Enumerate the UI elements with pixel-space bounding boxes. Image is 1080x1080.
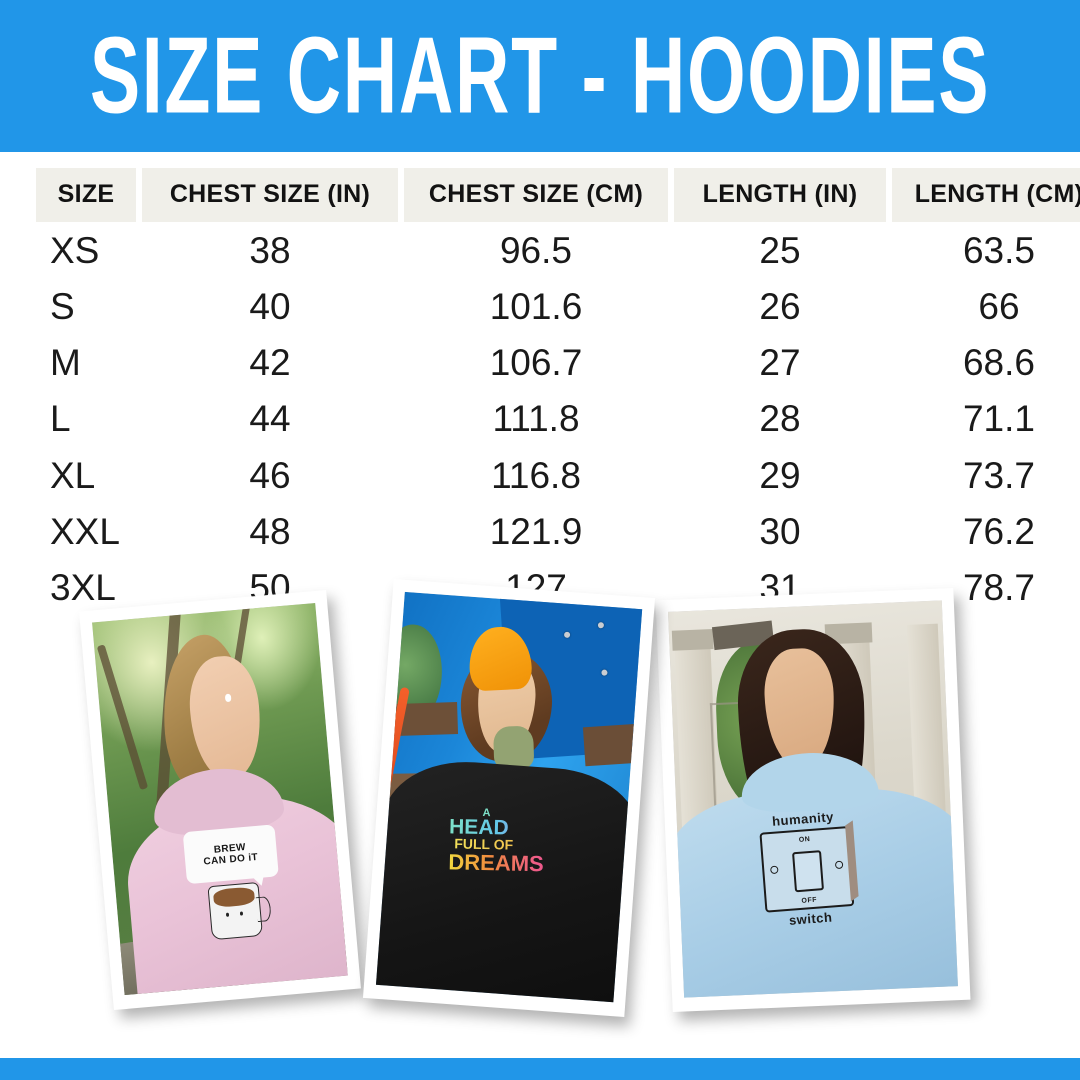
pillar-cap <box>671 629 714 651</box>
coffee-cup-icon <box>207 881 264 941</box>
print-line-2: switch <box>788 909 834 928</box>
cell-chest-in: 40 <box>249 286 291 328</box>
product-photo-pink-hoodie: BREW CAN DO iT <box>79 589 361 1011</box>
cell-chest-in: 48 <box>249 510 291 552</box>
cell-size: XXL <box>50 510 120 552</box>
cell-length-cm: 66 <box>978 286 1020 328</box>
cell-length-in: 25 <box>759 230 801 271</box>
cell-chest-in: 46 <box>249 454 291 496</box>
cell-size: S <box>50 286 75 328</box>
cell-length-cm: 76.2 <box>962 510 1035 552</box>
speech-bubble-graphic: BREW CAN DO iT <box>182 824 279 885</box>
product-photo-black-hoodie: A HEAD FULL OF DREAMS <box>362 578 656 1018</box>
cell-chest-cm: 96.5 <box>499 230 572 271</box>
turtleneck-collar <box>492 725 535 771</box>
cell-size: L <box>50 398 71 440</box>
cell-chest-cm: 116.8 <box>491 454 581 496</box>
column-header-chest-cm: CHEST SIZE (CM) <box>404 168 668 222</box>
print-line-4: DREAMS <box>448 849 586 876</box>
table-body: XS 38 96.5 25 63.5 S 40 101.6 26 66 M 42… <box>36 222 1080 615</box>
product-photo-light-blue-hoodie: humanity ON OFF switch <box>655 587 971 1013</box>
light-switch-icon: ON OFF <box>759 825 855 913</box>
product-photo-strip: BREW CAN DO iT <box>0 572 1080 1042</box>
cell-size: M <box>50 342 81 384</box>
size-chart-section: SIZE CHEST SIZE (IN) CHEST SIZE (CM) LEN… <box>0 168 1080 615</box>
table-row: XXL 48 121.9 30 76.2 <box>36 503 1080 559</box>
column-header-length-in: LENGTH (IN) <box>674 168 886 222</box>
cell-length-cm: 78.7 <box>962 566 1035 608</box>
table-row: L 44 111.8 28 71.1 <box>36 390 1080 446</box>
photo-image-pink-hoodie: BREW CAN DO iT <box>92 602 348 996</box>
cup-eye-right <box>240 911 244 916</box>
cell-length-in: 29 <box>759 454 801 496</box>
screw-icon <box>835 860 844 869</box>
cell-length-in: 27 <box>759 342 801 384</box>
table-row: M 42 106.7 27 68.6 <box>36 334 1080 390</box>
cell-chest-in: 42 <box>249 342 291 384</box>
cell-chest-in: 44 <box>249 398 291 440</box>
model-mouth <box>224 693 232 702</box>
cell-chest-cm: 121.9 <box>489 510 583 552</box>
cell-length-cm: 73.7 <box>962 454 1035 496</box>
photo-image-light-blue-hoodie: humanity ON OFF switch <box>667 600 958 998</box>
wooden-beam <box>380 702 458 737</box>
rivet-icon <box>563 631 571 638</box>
switch-toggle <box>792 849 825 893</box>
table-row: 3XL 50 127 31 78.7 <box>36 559 1080 615</box>
cell-chest-cm: 106.7 <box>489 342 583 384</box>
cell-length-cm: 68.6 <box>962 342 1035 384</box>
column-header-chest-in: CHEST SIZE (IN) <box>142 168 398 222</box>
size-chart-table: SIZE CHEST SIZE (IN) CHEST SIZE (CM) LEN… <box>30 168 1080 615</box>
cell-size: 3XL <box>50 566 116 608</box>
table-header-row: SIZE CHEST SIZE (IN) CHEST SIZE (CM) LEN… <box>36 168 1080 222</box>
print-line-2: CAN DO iT <box>203 851 259 868</box>
table-row: XL 46 116.8 29 73.7 <box>36 447 1080 503</box>
humanity-switch-print-graphic: humanity ON OFF switch <box>734 806 882 963</box>
table-row: XS 38 96.5 25 63.5 <box>36 222 1080 278</box>
cell-length-cm: 63.5 <box>962 230 1035 271</box>
photo-image-black-hoodie: A HEAD FULL OF DREAMS <box>375 591 643 1003</box>
cell-chest-cm: 101.6 <box>489 286 583 328</box>
cell-chest-cm: 111.8 <box>492 398 580 440</box>
cup-eye-left <box>225 912 229 918</box>
page-title: SIZE CHART - HOODIES <box>89 15 991 137</box>
cell-length-in: 26 <box>759 286 801 328</box>
switch-off-label: OFF <box>801 896 818 905</box>
cell-length-cm: 71.1 <box>962 398 1035 440</box>
cell-size: XS <box>50 230 100 271</box>
cell-length-in: 28 <box>759 398 801 440</box>
wooden-beam <box>583 723 643 767</box>
dreams-print-graphic: A HEAD FULL OF DREAMS <box>448 784 588 897</box>
page-header-banner: SIZE CHART - HOODIES <box>0 0 1080 152</box>
switch-on-label: ON <box>798 835 811 843</box>
column-header-size: SIZE <box>36 168 136 222</box>
footer-strip <box>0 1058 1080 1080</box>
cell-size: XL <box>50 454 96 496</box>
table-row: S 40 101.6 26 66 <box>36 278 1080 334</box>
screw-icon <box>770 865 779 874</box>
column-header-length-cm: LENGTH (CM) <box>892 168 1080 222</box>
speech-bubble-text: BREW CAN DO iT <box>182 824 278 884</box>
table-header: SIZE CHEST SIZE (IN) CHEST SIZE (CM) LEN… <box>36 168 1080 222</box>
cell-length-in: 30 <box>759 510 801 552</box>
cell-chest-in: 38 <box>249 230 291 271</box>
